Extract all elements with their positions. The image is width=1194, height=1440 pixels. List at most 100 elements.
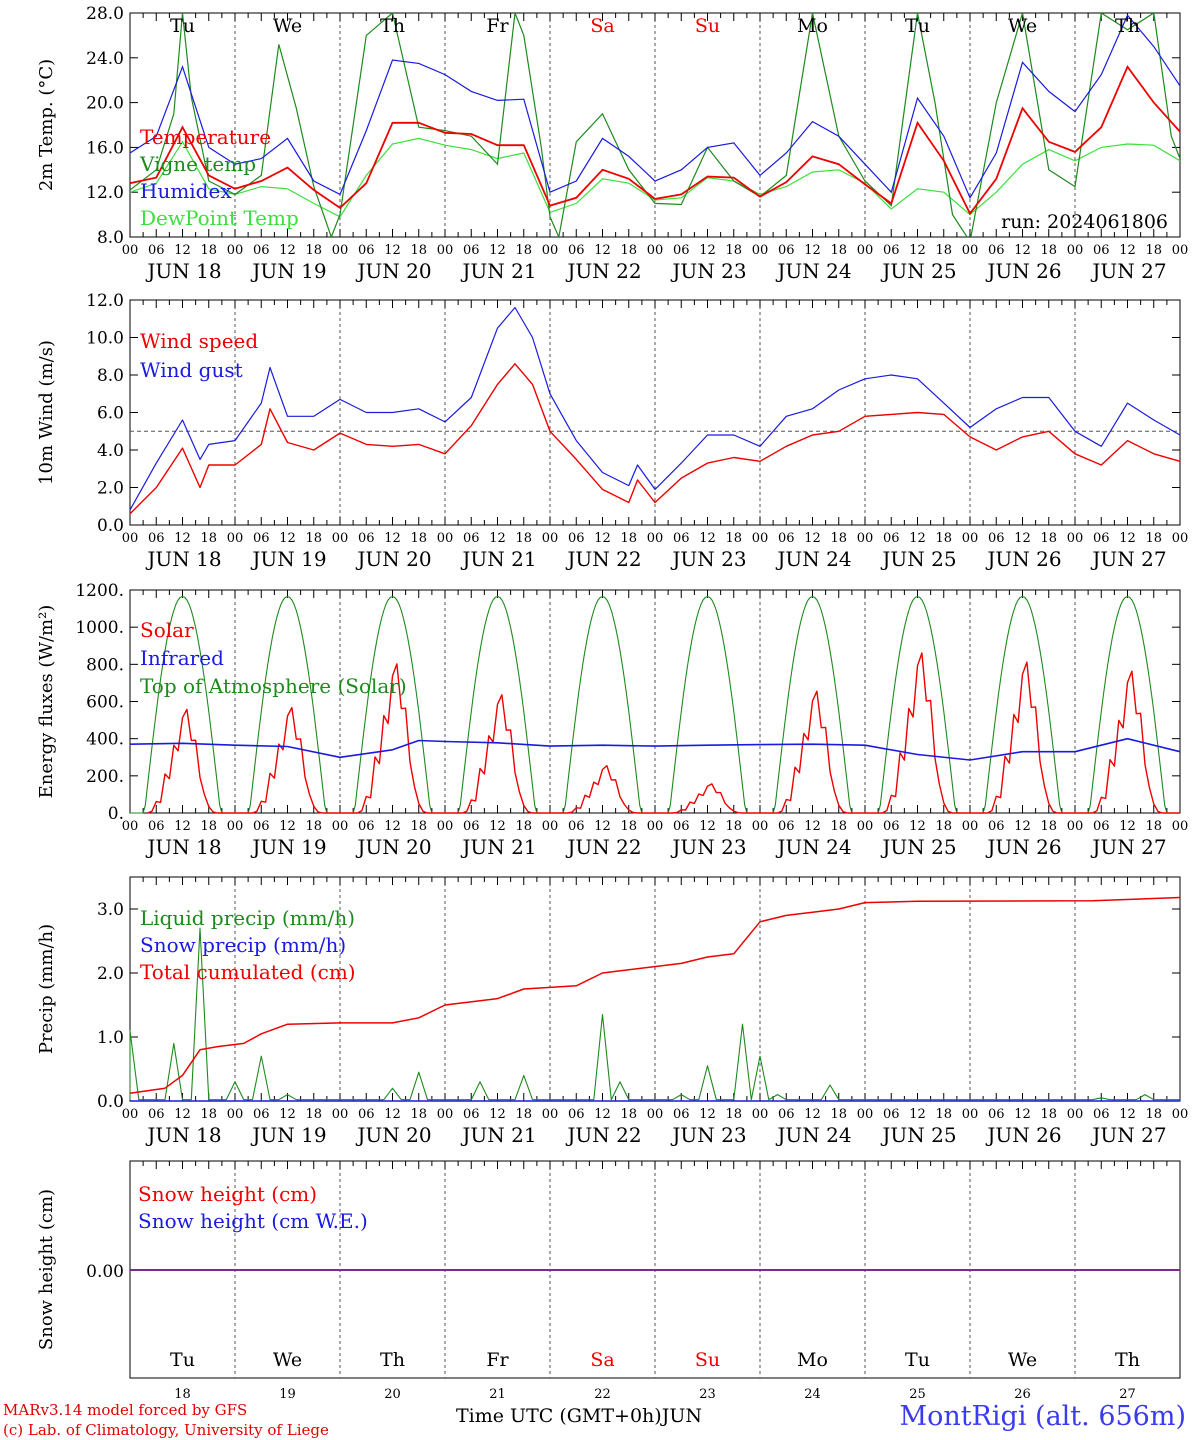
legend-entry: Humidex (140, 179, 232, 203)
series-dewpoint-temp (130, 137, 1180, 218)
hour-tick-label: 06 (778, 819, 795, 834)
hour-tick-label: 06 (463, 819, 480, 834)
date-label: JUN 21 (460, 547, 536, 571)
hour-tick-label: 18 (1040, 531, 1057, 546)
hour-tick-label: 00 (437, 243, 454, 258)
hour-tick-label: 12 (909, 819, 926, 834)
date-label: JUN 19 (250, 547, 326, 571)
hour-tick-label: 06 (673, 1107, 690, 1122)
hour-tick-label: 18 (620, 1107, 637, 1122)
hour-tick-label: 00 (437, 819, 454, 834)
hour-tick-label: 06 (358, 243, 375, 258)
date-label: JUN 26 (985, 547, 1061, 571)
series-wind-speed (129, 363, 1181, 515)
hour-tick-label: 12 (1119, 243, 1136, 258)
hour-tick-label: 00 (1172, 819, 1189, 834)
hour-tick-label: 00 (752, 531, 769, 546)
y-tick-label: 200. (86, 767, 124, 787)
date-label: JUN 20 (355, 1123, 431, 1147)
hour-tick-label: 00 (1067, 1107, 1084, 1122)
hour-tick-label: 18 (200, 243, 217, 258)
hour-tick-label: 00 (1172, 531, 1189, 546)
hour-tick-label: 12 (1014, 1107, 1031, 1122)
hour-tick-label: 00 (857, 819, 874, 834)
hour-tick-label: 06 (253, 819, 270, 834)
hour-tick-label: 12 (1014, 243, 1031, 258)
hour-tick-label: 18 (410, 1107, 427, 1122)
date-label: JUN 19 (250, 259, 326, 283)
weekday-label: We (1008, 1349, 1037, 1371)
hour-tick-label: 06 (463, 531, 480, 546)
weekday-label: We (1008, 15, 1037, 37)
footer-model-label: MARv3.14 model forced by GFS (3, 1401, 248, 1419)
series-humidex (130, 14, 1180, 200)
hour-tick-label: 18 (200, 819, 217, 834)
hour-tick-label: 06 (568, 531, 585, 546)
hour-tick-label: 06 (1093, 531, 1110, 546)
date-label: JUN 22 (565, 259, 641, 283)
hour-tick-label: 12 (384, 243, 401, 258)
hour-tick-label: 18 (1040, 1107, 1057, 1122)
date-label: JUN 26 (985, 259, 1061, 283)
date-label: JUN 20 (355, 835, 431, 859)
date-label: JUN 25 (880, 547, 956, 571)
hour-tick-label: 12 (804, 1107, 821, 1122)
series-infrared (129, 737, 1181, 761)
date-label: JUN 23 (670, 1123, 746, 1147)
date-label: JUN 18 (145, 835, 221, 859)
hour-tick-label: 18 (1145, 531, 1162, 546)
month-label: JUN (661, 1405, 702, 1427)
legend-entry: Solar (140, 618, 194, 642)
hour-tick-label: 00 (857, 1107, 874, 1122)
weekday-label: Th (1115, 1349, 1140, 1371)
legend-entry: Total cumulated (cm) (140, 960, 356, 984)
hour-tick-label: 06 (1093, 1107, 1110, 1122)
date-label: JUN 24 (775, 1123, 851, 1147)
hour-tick-label: 18 (410, 819, 427, 834)
y-tick-label: 12.0 (86, 291, 124, 311)
hour-tick-label: 00 (542, 1107, 559, 1122)
date-label: JUN 26 (985, 1123, 1061, 1147)
hour-tick-label: 12 (594, 819, 611, 834)
hour-tick-label: 12 (174, 1107, 191, 1122)
hour-tick-label: 18 (410, 243, 427, 258)
hour-tick-label: 00 (647, 243, 664, 258)
hour-tick-label: 00 (437, 1107, 454, 1122)
y-tick-label: 8.0 (97, 228, 124, 248)
legend-entry: Temperature (140, 125, 271, 149)
day-number-label: 22 (594, 1387, 611, 1402)
hour-tick-label: 18 (935, 531, 952, 546)
date-label: JUN 18 (145, 1123, 221, 1147)
date-label: JUN 22 (565, 1123, 641, 1147)
day-number-label: 25 (909, 1387, 926, 1402)
hour-tick-label: 00 (647, 531, 664, 546)
hour-tick-label: 12 (699, 531, 716, 546)
series-wind-gust (129, 306, 1181, 511)
weekday-label: Tu (905, 1349, 930, 1371)
hour-tick-label: 18 (515, 1107, 532, 1122)
hour-tick-label: 18 (1040, 243, 1057, 258)
temperature-series-group (130, 13, 1180, 237)
y-tick-label: 10.0 (86, 329, 124, 349)
hour-tick-label: 18 (935, 819, 952, 834)
hour-tick-label: 12 (279, 243, 296, 258)
y-tick-label: 20.0 (86, 94, 124, 114)
date-label: JUN 24 (775, 547, 851, 571)
hour-tick-label: 12 (489, 243, 506, 258)
y-tick-label: 6.0 (97, 404, 124, 424)
hour-tick-label: 12 (489, 531, 506, 546)
date-label: JUN 23 (670, 547, 746, 571)
panel-4-ylabel: Snow height (cm) (36, 1189, 57, 1350)
hour-tick-label: 06 (358, 1107, 375, 1122)
weekday-label: Fr (486, 1349, 509, 1371)
date-label: JUN 22 (565, 835, 641, 859)
legend-entry: Wind gust (140, 358, 243, 382)
hour-tick-label: 00 (542, 243, 559, 258)
hour-tick-label: 00 (227, 1107, 244, 1122)
hour-tick-label: 12 (1014, 819, 1031, 834)
hour-tick-label: 12 (1014, 531, 1031, 546)
hour-tick-label: 06 (673, 243, 690, 258)
y-tick-label: 400. (86, 730, 124, 750)
hour-tick-label: 06 (883, 531, 900, 546)
